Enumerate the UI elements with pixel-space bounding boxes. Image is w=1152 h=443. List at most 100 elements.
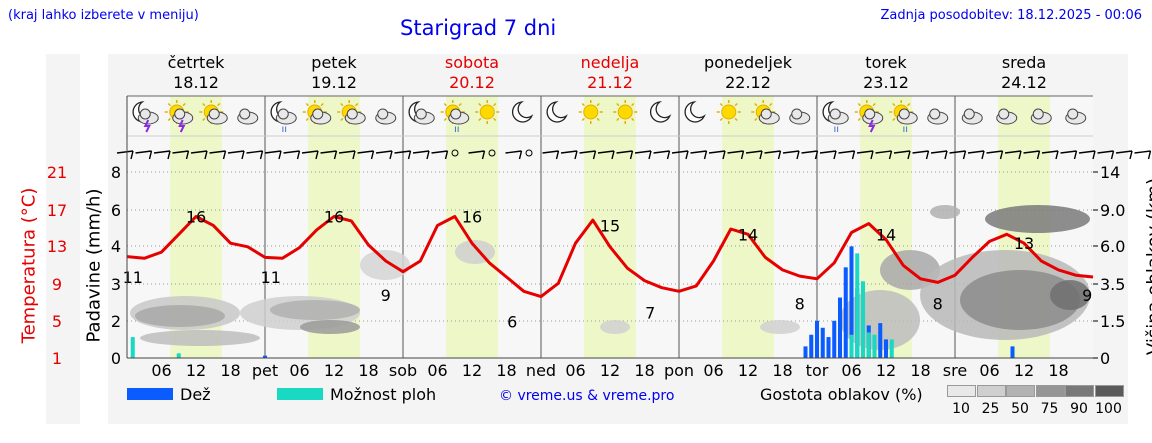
rain-swatch <box>127 388 173 400</box>
region-hint[interactable]: (kraj lahko izberete v meniju) <box>8 8 199 23</box>
daylight-band <box>722 96 774 358</box>
temperature-label: 6 <box>507 313 517 332</box>
day-name: četrtek <box>167 53 225 72</box>
wind-barb <box>394 150 412 160</box>
sun-rain-icon: ıı <box>440 100 470 135</box>
barb-flag <box>241 150 245 160</box>
page-title: Starigrad 7 dni <box>400 16 557 40</box>
temperature-label: 11 <box>261 268 281 287</box>
wind-barb <box>782 150 800 160</box>
lightning-icon <box>868 119 876 133</box>
sun-ray <box>478 102 482 107</box>
wind-barb <box>819 150 837 160</box>
barb-shaft <box>301 150 319 154</box>
sun-ray <box>596 117 600 122</box>
barb-shaft <box>375 150 393 154</box>
temperature-label: 14 <box>738 225 758 244</box>
lightning-icon <box>178 119 186 133</box>
cloud-icon <box>1030 108 1052 125</box>
temperature-label: 8 <box>795 295 805 314</box>
wind-barb <box>283 150 301 160</box>
barb-shaft <box>1134 150 1151 154</box>
wind-barb <box>264 150 282 160</box>
x-hour-label: 18 <box>634 361 655 380</box>
barb-flag <box>1147 150 1152 160</box>
x-hour-label: 12 <box>599 361 621 380</box>
temperature-tick: 13 <box>46 237 68 256</box>
cloud-layers <box>130 205 1090 350</box>
sun-cloud-icon <box>751 100 780 125</box>
barb-flag <box>148 150 153 160</box>
cloud-icon-puff <box>1067 108 1079 120</box>
barb-shaft <box>227 150 245 154</box>
x-day-label: ned <box>525 361 557 380</box>
barb-flag <box>796 150 800 160</box>
cloud-icon-puff <box>277 108 289 120</box>
temperature-tick: 1 <box>51 349 63 368</box>
barb-shaft <box>745 150 763 154</box>
sun-ray <box>458 102 462 107</box>
density-swatch <box>1094 385 1124 397</box>
barb-flag <box>870 150 874 160</box>
barb-flag <box>888 150 893 160</box>
wind-barb <box>986 150 1004 160</box>
cloud-layer <box>960 270 1080 330</box>
x-hour-label: 18 <box>220 361 241 380</box>
wind-barb <box>357 150 375 160</box>
cloud-layer <box>600 320 630 334</box>
wind-barb <box>690 150 708 160</box>
sun-ray <box>167 117 171 122</box>
sun-ray <box>581 102 585 107</box>
precip-tick: 3 <box>110 275 122 294</box>
barb-shaft <box>357 150 374 154</box>
shower-bar <box>860 281 866 358</box>
barb-flag <box>315 150 319 160</box>
wind-barb <box>190 150 208 160</box>
shower-swatch <box>277 388 323 400</box>
barb-shaft <box>172 150 189 154</box>
barb-flag <box>333 150 338 160</box>
barb-shaft <box>653 150 670 154</box>
sun-ray <box>581 117 585 122</box>
barb-shaft <box>431 150 448 154</box>
density-swatch <box>1065 385 1094 397</box>
sun-ray <box>631 102 635 107</box>
temperature-label: 9 <box>381 286 391 305</box>
cloud-layer <box>135 305 225 327</box>
credit-link[interactable]: © vreme.us & vreme.pro <box>499 388 675 404</box>
wind-barb <box>246 150 264 160</box>
x-hour-label: 18 <box>1048 361 1069 380</box>
barb-shaft <box>690 150 707 154</box>
rain-bar <box>814 320 820 358</box>
barb-shaft <box>930 150 948 154</box>
barb-flag <box>722 150 726 160</box>
x-day-label: tor <box>805 361 829 380</box>
wind-barbs <box>116 149 1152 160</box>
wind-barb <box>525 149 533 157</box>
wind-barb <box>468 150 486 160</box>
barb-shaft <box>819 150 837 154</box>
cloud-icon <box>789 108 811 125</box>
temperature-labels: 11 16 11 16 9 16 6 15 7 14 8 14 8 13 9 <box>123 208 1093 332</box>
moon-icon <box>511 101 534 123</box>
cloud-icon-puff <box>415 108 427 120</box>
wind-barb <box>671 150 689 160</box>
barb-shaft <box>893 150 911 154</box>
barb-flag <box>259 150 264 160</box>
density-value: 75 <box>1040 401 1059 417</box>
barb-flag <box>999 150 1004 160</box>
wind-barb <box>634 150 652 160</box>
barb-flag <box>851 150 856 160</box>
sun-ray <box>443 117 447 122</box>
cloud-layer <box>360 250 410 280</box>
wind-barb <box>301 150 319 160</box>
barb-flag <box>1110 150 1115 160</box>
temperature-series <box>126 215 1094 299</box>
barb-flag <box>759 150 763 160</box>
cloud-icon-puff <box>139 108 151 120</box>
sun-ray <box>167 102 171 107</box>
barb-shaft <box>1097 150 1114 154</box>
precip-tick: 2 <box>110 312 122 331</box>
wind-barb <box>727 150 745 160</box>
x-hour-label: 12 <box>185 361 207 380</box>
